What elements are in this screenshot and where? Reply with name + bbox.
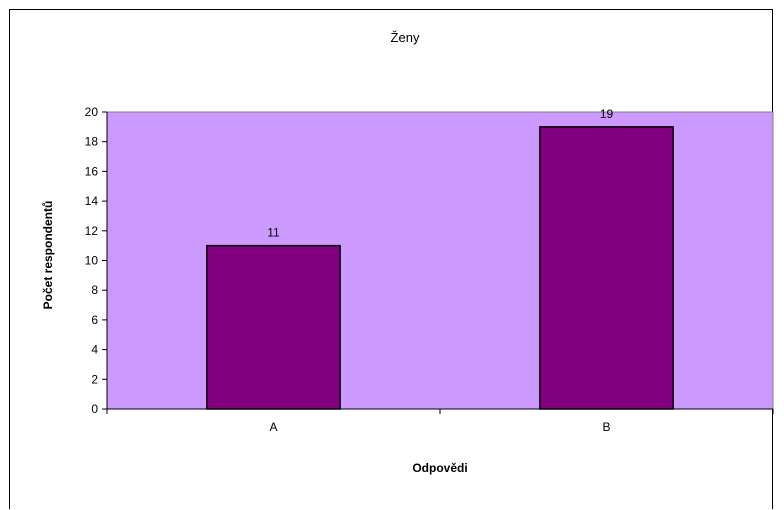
y-tick-label: 18 xyxy=(85,135,99,149)
data-labels: 11 19 xyxy=(267,107,613,240)
data-label: 19 xyxy=(600,107,614,121)
y-tick-label: 2 xyxy=(91,372,98,386)
y-tick-label: 12 xyxy=(85,224,99,238)
bar-B xyxy=(539,126,674,410)
x-axis-title: Odpovědi xyxy=(412,461,467,475)
y-tick-label: 4 xyxy=(91,343,98,357)
chart-title: Ženy xyxy=(391,30,420,45)
x-tick-label: A xyxy=(269,420,277,434)
x-tick-label: B xyxy=(602,420,610,434)
y-tick-label: 6 xyxy=(91,313,98,327)
y-tick-label: 8 xyxy=(91,283,98,297)
y-axis: 0 2 4 6 8 10 12 14 16 18 20 xyxy=(85,105,108,416)
bars xyxy=(206,126,674,410)
y-tick-label: 14 xyxy=(85,194,99,208)
y-tick-label: 10 xyxy=(85,254,99,268)
data-label: 11 xyxy=(267,226,280,240)
y-tick-label: 16 xyxy=(85,164,99,178)
bar-A xyxy=(206,244,341,410)
y-tick-label: 20 xyxy=(85,105,99,119)
y-tick-label: 0 xyxy=(91,402,98,416)
y-axis-title: Počet respondentů xyxy=(41,201,55,310)
